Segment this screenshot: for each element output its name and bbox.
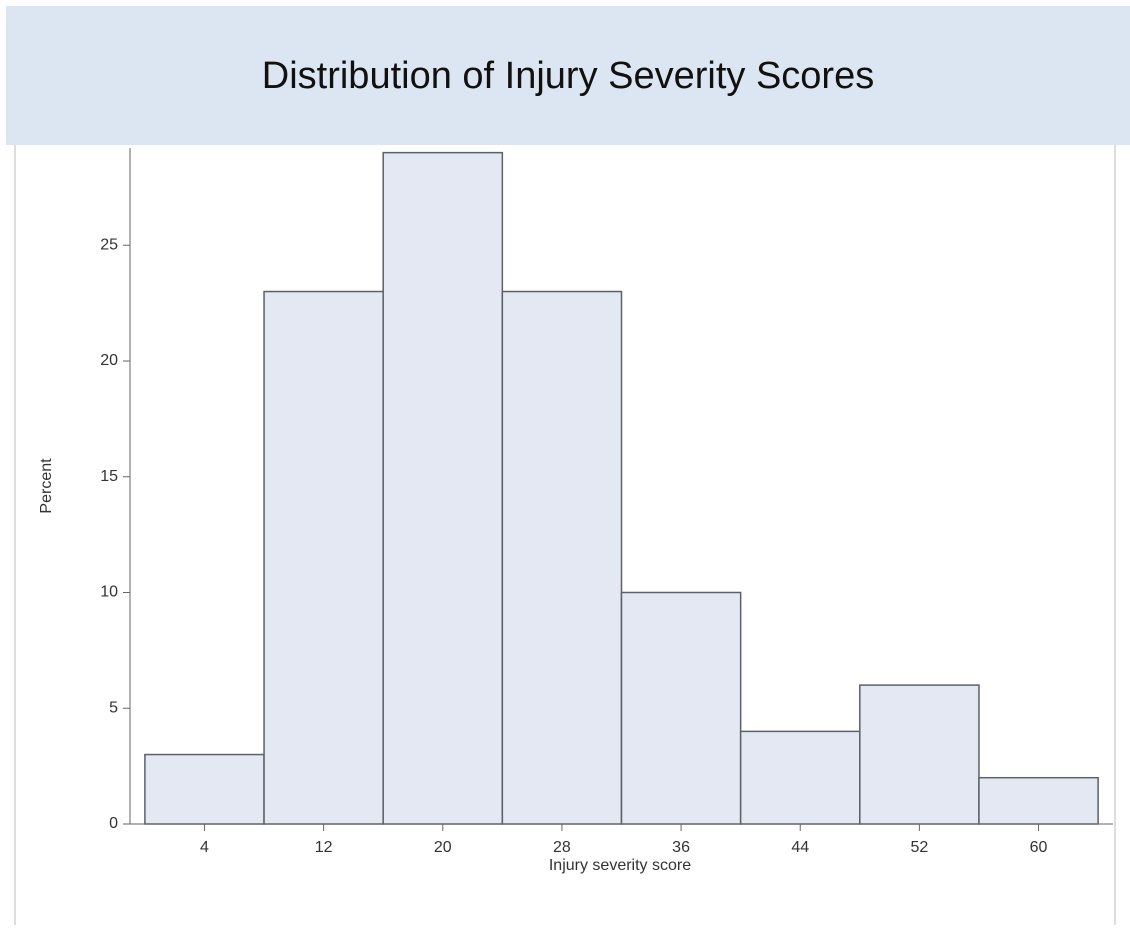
y-tick-label: 5 — [109, 699, 118, 716]
x-axis-label: Injury severity score — [549, 857, 691, 874]
x-tick-label: 28 — [553, 839, 571, 856]
x-tick-label: 36 — [672, 839, 690, 856]
x-tick-label: 12 — [315, 839, 333, 856]
y-tick-label: 0 — [109, 815, 118, 832]
bar — [739, 730, 861, 825]
x-tick-label: 60 — [1030, 839, 1048, 856]
x-tick-label: 44 — [791, 839, 809, 856]
chart-title: Distribution of Injury Severity Scores — [262, 55, 874, 97]
x-tick-label: 52 — [910, 839, 928, 856]
y-tick-label: 20 — [100, 352, 118, 369]
x-tick-label: 20 — [434, 839, 452, 856]
y-tick-label: 25 — [100, 236, 118, 253]
bar — [263, 290, 384, 825]
y-tick-label: 10 — [100, 584, 118, 601]
bar — [501, 290, 623, 825]
bar — [382, 151, 504, 825]
bar — [620, 591, 742, 825]
bar — [859, 684, 980, 825]
title-band — [6, 6, 1130, 145]
y-axis-label: Percent — [38, 458, 55, 514]
y-tick-label: 15 — [100, 468, 118, 485]
bar — [978, 776, 1099, 825]
bar — [144, 753, 265, 825]
x-tick-label: 4 — [200, 839, 209, 856]
